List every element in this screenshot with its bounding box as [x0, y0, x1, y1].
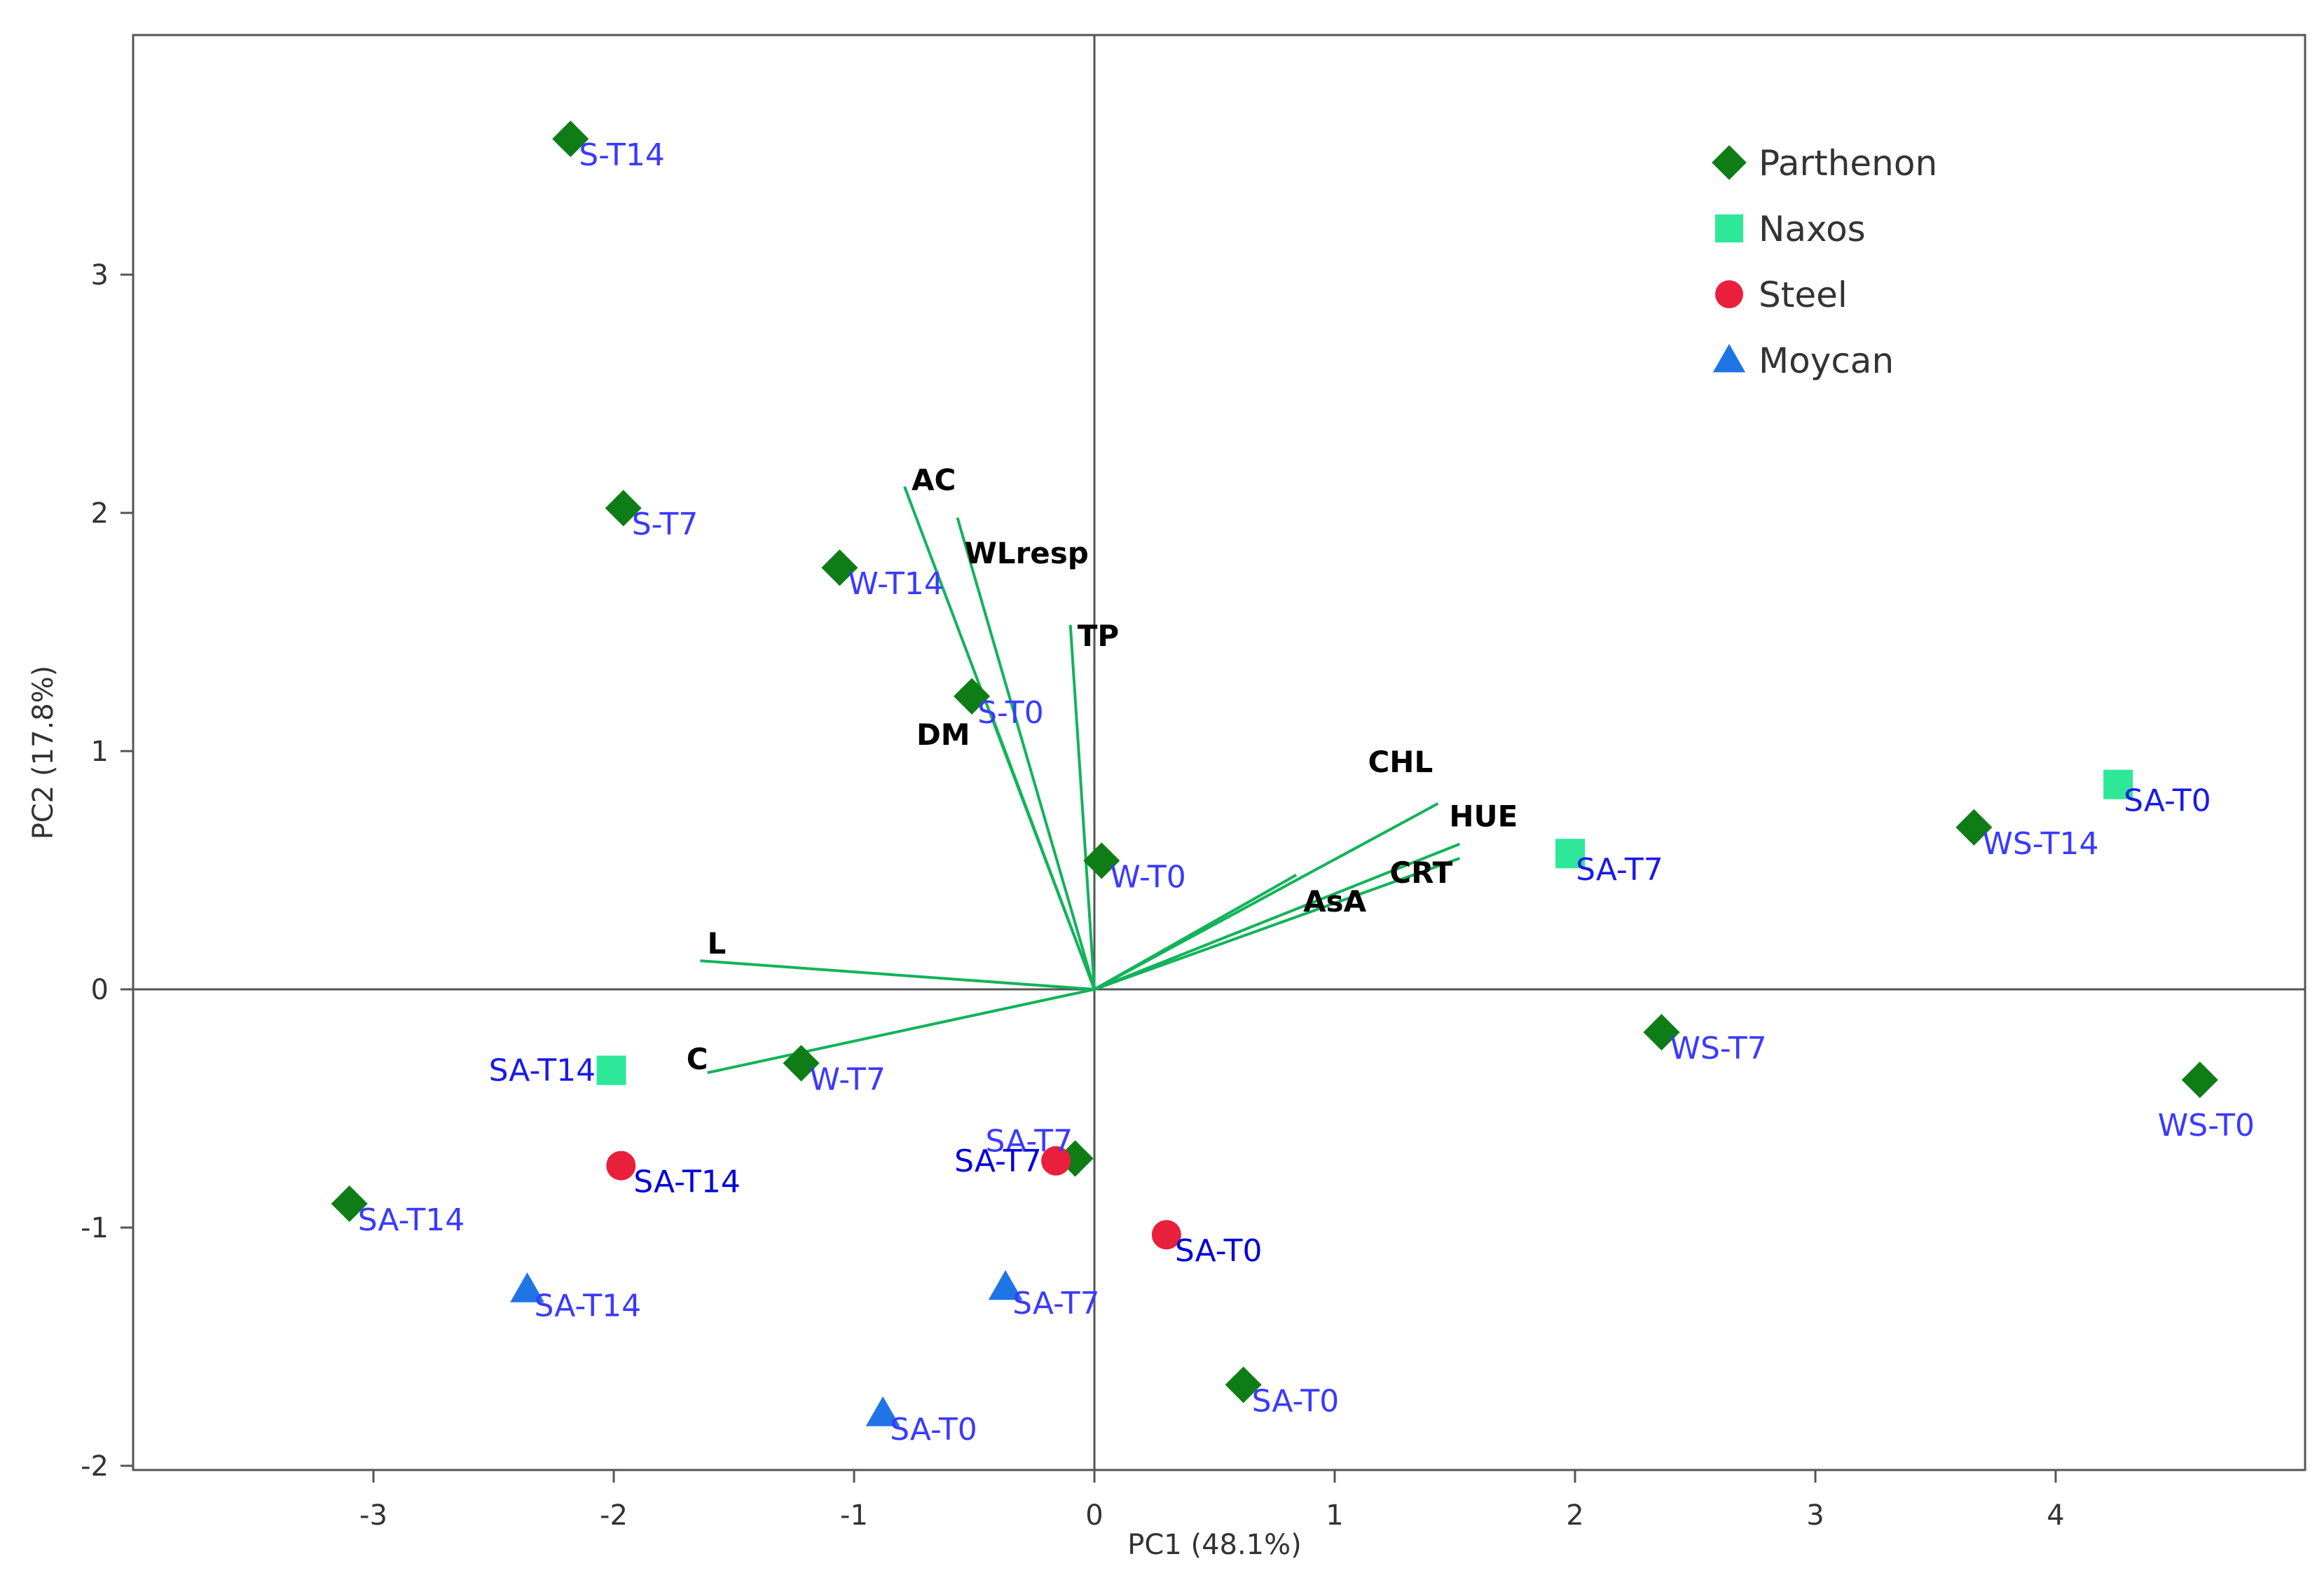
loading-label: AC — [912, 463, 956, 497]
legend-marker-parthenon — [1712, 145, 1747, 180]
point-label: SA-T7 — [986, 1123, 1073, 1159]
data-point-parthenon — [331, 1185, 368, 1223]
point-label: SA-T14 — [633, 1165, 741, 1200]
loading-label: HUE — [1449, 799, 1518, 834]
y-tick-label: -1 — [81, 1212, 109, 1244]
data-point-parthenon — [2181, 1062, 2218, 1099]
plot-frame — [132, 34, 2306, 1471]
data-point-steel — [606, 1150, 636, 1181]
x-tick-label: 0 — [1085, 1499, 1103, 1532]
point-label: S-T7 — [632, 507, 699, 542]
data-point-parthenon — [821, 549, 858, 586]
point-label: W-T14 — [848, 566, 943, 602]
y-tick-label: 3 — [91, 259, 109, 291]
x-tick-label: 1 — [1326, 1499, 1343, 1532]
legend-label: Parthenon — [1759, 143, 1937, 184]
data-point-parthenon — [605, 490, 642, 527]
data-point-naxos — [2103, 769, 2133, 799]
data-point-steel — [1041, 1146, 1071, 1176]
point-label: S-T14 — [579, 137, 665, 173]
loading-vector — [1068, 624, 1096, 990]
loading-vector — [992, 720, 1096, 990]
data-point-parthenon — [783, 1045, 820, 1082]
loading-vector — [1094, 874, 1298, 991]
loading-vector — [700, 959, 1095, 991]
legend-label: Naxos — [1759, 209, 1866, 249]
legend-marker-naxos — [1715, 214, 1743, 242]
data-point-moycan — [988, 1270, 1023, 1300]
data-point-moycan — [510, 1272, 544, 1303]
y-tick-label: -2 — [81, 1450, 109, 1483]
loading-label: CHL — [1368, 745, 1433, 779]
point-label: SA-T0 — [890, 1412, 977, 1448]
legend-label: Steel — [1759, 275, 1848, 315]
data-point-naxos — [596, 1055, 626, 1085]
point-label: W-T7 — [810, 1062, 886, 1097]
x-tick-label: -1 — [840, 1499, 868, 1532]
y-tick-label: 2 — [91, 497, 109, 530]
legend-marker-moycan — [1712, 343, 1746, 373]
data-point-naxos — [1555, 839, 1586, 869]
data-point-moycan — [865, 1396, 900, 1427]
loading-label: AsA — [1303, 884, 1367, 919]
x-tick-label: 4 — [2047, 1499, 2064, 1532]
data-point-parthenon — [1643, 1014, 1680, 1051]
data-point-parthenon — [1225, 1366, 1262, 1403]
x-tick-label: 2 — [1566, 1499, 1583, 1532]
point-label: SA-T7 — [1576, 852, 1663, 888]
point-label: SA-T14 — [358, 1202, 465, 1238]
x-tick-label: 3 — [1806, 1499, 1824, 1532]
loading-label: DM — [916, 717, 970, 752]
x-tick-label: -2 — [600, 1499, 628, 1532]
point-label: W-T0 — [1110, 859, 1185, 895]
point-label: SA-T14 — [535, 1288, 642, 1324]
data-point-steel — [1151, 1220, 1181, 1250]
x-axis-title: PC1 (48.1%) — [1127, 1529, 1302, 1561]
legend-label: Moycan — [1759, 341, 1894, 381]
y-tick-label: 0 — [91, 974, 109, 1006]
point-label: SA-T0 — [1252, 1383, 1340, 1419]
loading-vector — [956, 517, 1096, 990]
data-point-parthenon — [954, 678, 991, 715]
point-label: SA-T14 — [489, 1053, 596, 1089]
point-label: WS-T0 — [2158, 1108, 2255, 1143]
point-label: SA-T7 — [1012, 1286, 1100, 1321]
loading-label: C — [687, 1042, 708, 1076]
point-label: SA-T0 — [1175, 1233, 1263, 1269]
loading-label: TP — [1078, 619, 1119, 653]
loading-vector — [1094, 857, 1461, 991]
data-point-parthenon — [552, 121, 589, 158]
point-label: WS-T7 — [1670, 1031, 1766, 1066]
point-label: SA-T0 — [2124, 783, 2211, 819]
x-tick-label: -3 — [359, 1499, 387, 1532]
loading-vector — [1094, 842, 1461, 991]
loading-label: CRT — [1389, 856, 1452, 890]
loading-label: WLresp — [964, 536, 1088, 570]
y-tick-label: 1 — [91, 736, 109, 768]
point-label: WS-T14 — [1982, 826, 2098, 862]
point-label: SA-T7 — [954, 1143, 1042, 1179]
y-axis-title: PC2 (17.8%) — [27, 666, 60, 840]
legend-marker-steel — [1715, 280, 1743, 308]
loading-label: L — [707, 926, 726, 961]
loading-vector — [707, 988, 1095, 1074]
point-label: S-T0 — [977, 695, 1044, 731]
data-point-parthenon — [1955, 809, 1993, 846]
data-point-parthenon — [1083, 842, 1120, 879]
